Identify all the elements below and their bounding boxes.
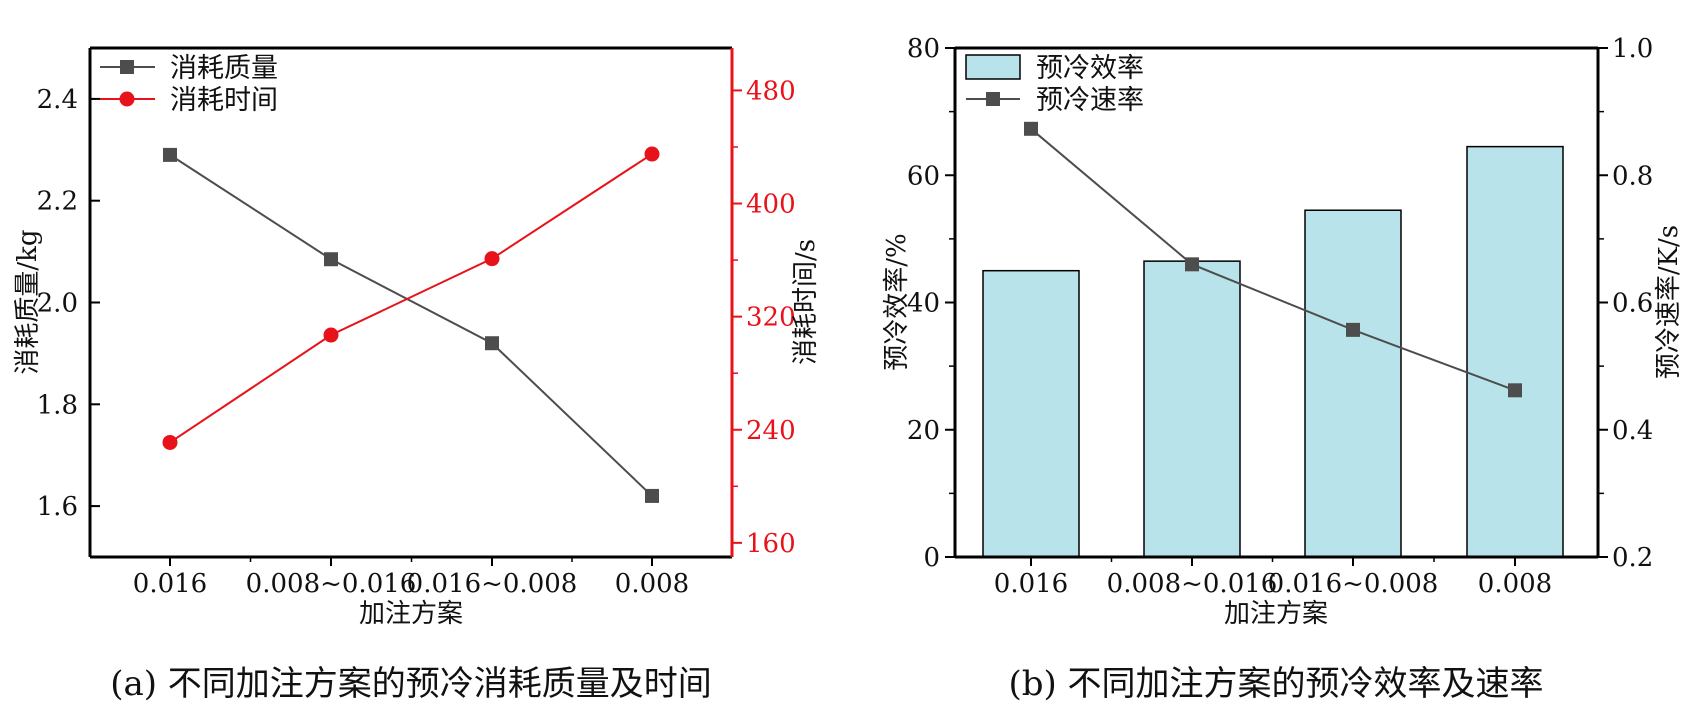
bar-efficiency	[1466, 145, 1564, 558]
left-tick-label: 0	[923, 543, 940, 573]
x-tick-label: 0.016~0.008	[1268, 569, 1439, 599]
right-tick-label: 0.6	[1612, 289, 1653, 319]
point-rate	[1508, 383, 1522, 398]
chart-a: 1.6 1.8 2.0 2.2 2.4 160 240 320 400 480 0.016 0.008…	[13, 46, 821, 704]
point-time	[484, 251, 500, 267]
right-tick-label: 400	[746, 190, 796, 220]
series-line-time	[169, 153, 653, 444]
series-line-rate	[1030, 128, 1516, 392]
series-line-mass	[169, 154, 653, 497]
y2-axis-label: 预冷速率/K/s	[1654, 225, 1684, 379]
x-tick-label: 0.016	[994, 569, 1068, 599]
legend-label-rate: 预冷速率	[1036, 85, 1144, 116]
point-rate	[1024, 121, 1038, 136]
point-rate	[1185, 257, 1199, 272]
right-tick-label: 0.4	[1612, 416, 1653, 446]
legend-label-efficiency: 预冷效率	[1036, 53, 1144, 84]
right-tick-label: 160	[746, 529, 796, 559]
caption: (a) 不同加注方案的预冷消耗质量及时间	[110, 664, 712, 704]
chart-b: 0 20 40 60 80 0.2 0.4 0.6 0.8 1.0 0.016 0.008~0.016…	[882, 34, 1684, 704]
legend-marker-mass	[120, 60, 134, 74]
left-tick-label: 1.8	[37, 390, 78, 420]
y-axis-label: 预冷效率/%	[882, 233, 912, 370]
x-tick-label: 0.008~0.016	[1107, 569, 1278, 599]
point-mass	[163, 147, 177, 162]
x-tick-label: 0.016~0.008	[407, 569, 578, 599]
left-tick-label: 2.2	[37, 187, 78, 217]
bar-efficiency	[982, 269, 1080, 558]
legend-label-mass: 消耗质量	[170, 53, 278, 84]
x-tick-label: 0.008	[1478, 569, 1552, 599]
right-tick-label: 320	[746, 303, 796, 333]
point-rate	[1346, 322, 1360, 337]
left-tick-label: 2.0	[37, 289, 78, 319]
x-tick-label: 0.008~0.016	[246, 569, 417, 599]
left-tick-label: 40	[907, 289, 940, 319]
x-tick-label: 0.008	[615, 569, 689, 599]
legend-swatch-efficiency	[965, 54, 1021, 80]
point-time	[323, 327, 339, 343]
legend-marker-rate	[986, 92, 1000, 106]
left-tick-label: 60	[907, 161, 940, 191]
right-tick-label: 240	[746, 416, 796, 446]
x-axis-label: 加注方案	[359, 599, 463, 629]
x-axis-label: 加注方案	[1224, 599, 1328, 629]
caption: (b) 不同加注方案的预冷效率及速率	[1008, 664, 1543, 704]
point-mass	[645, 488, 659, 503]
right-tick-label: 0.2	[1612, 543, 1653, 573]
bar-efficiency	[1143, 260, 1241, 558]
x-tick-label: 0.016	[133, 569, 207, 599]
bar-efficiency	[1304, 209, 1402, 558]
right-tick-label: 480	[746, 76, 796, 106]
point-mass	[485, 336, 499, 351]
legend-label-time: 消耗时间	[170, 85, 278, 116]
left-tick-label: 80	[907, 34, 940, 64]
right-tick-label: 0.8	[1612, 161, 1653, 191]
left-tick-label: 2.4	[37, 85, 78, 115]
point-time	[162, 434, 178, 450]
point-time	[644, 146, 660, 162]
left-tick-label: 1.6	[37, 492, 78, 522]
y2-axis-label: 消耗时间/s	[791, 239, 821, 365]
right-tick-label: 1.0	[1612, 34, 1653, 64]
y-axis-label: 消耗质量/kg	[13, 229, 43, 374]
legend-marker-time	[119, 91, 135, 107]
point-mass	[324, 252, 338, 267]
left-tick-label: 20	[907, 416, 940, 446]
